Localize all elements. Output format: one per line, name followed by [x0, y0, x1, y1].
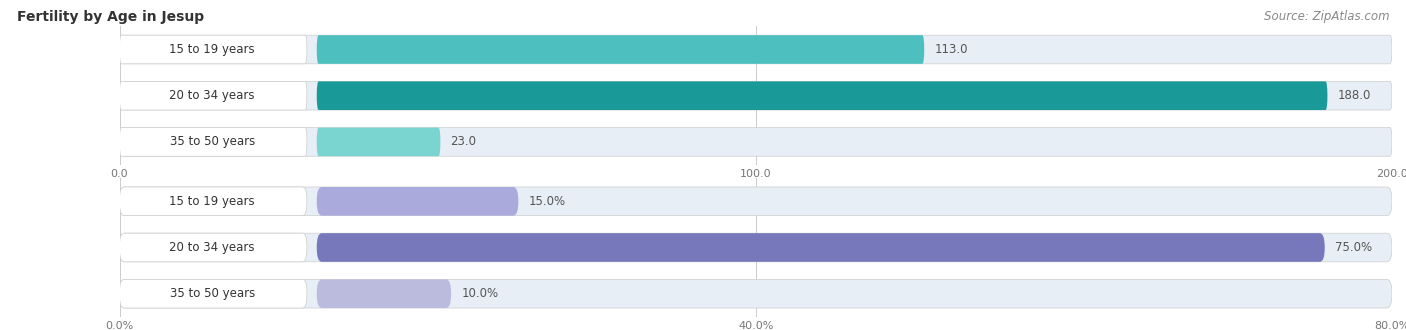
Text: 75.0%: 75.0%: [1334, 241, 1372, 254]
FancyBboxPatch shape: [316, 128, 440, 156]
Text: 10.0%: 10.0%: [461, 287, 499, 300]
FancyBboxPatch shape: [120, 187, 1392, 215]
FancyBboxPatch shape: [120, 128, 307, 156]
FancyBboxPatch shape: [120, 187, 307, 215]
FancyBboxPatch shape: [316, 187, 519, 215]
Text: 15.0%: 15.0%: [529, 195, 565, 208]
Text: 35 to 50 years: 35 to 50 years: [170, 135, 254, 148]
FancyBboxPatch shape: [120, 35, 307, 64]
FancyBboxPatch shape: [316, 280, 451, 308]
Text: 188.0: 188.0: [1337, 89, 1371, 102]
Text: 15 to 19 years: 15 to 19 years: [169, 195, 254, 208]
FancyBboxPatch shape: [316, 233, 1324, 262]
Text: 20 to 34 years: 20 to 34 years: [170, 241, 254, 254]
Text: 23.0: 23.0: [450, 135, 477, 148]
FancyBboxPatch shape: [120, 280, 1392, 308]
FancyBboxPatch shape: [120, 82, 1392, 110]
Text: 113.0: 113.0: [935, 43, 967, 56]
FancyBboxPatch shape: [316, 35, 924, 64]
FancyBboxPatch shape: [120, 82, 307, 110]
Text: Source: ZipAtlas.com: Source: ZipAtlas.com: [1264, 10, 1389, 23]
FancyBboxPatch shape: [120, 128, 1392, 156]
FancyBboxPatch shape: [120, 35, 1392, 64]
Text: Fertility by Age in Jesup: Fertility by Age in Jesup: [17, 10, 204, 24]
Text: 15 to 19 years: 15 to 19 years: [169, 43, 254, 56]
FancyBboxPatch shape: [120, 280, 307, 308]
FancyBboxPatch shape: [120, 233, 1392, 262]
Text: 35 to 50 years: 35 to 50 years: [170, 287, 254, 300]
Text: 20 to 34 years: 20 to 34 years: [170, 89, 254, 102]
FancyBboxPatch shape: [120, 233, 307, 262]
FancyBboxPatch shape: [316, 82, 1327, 110]
